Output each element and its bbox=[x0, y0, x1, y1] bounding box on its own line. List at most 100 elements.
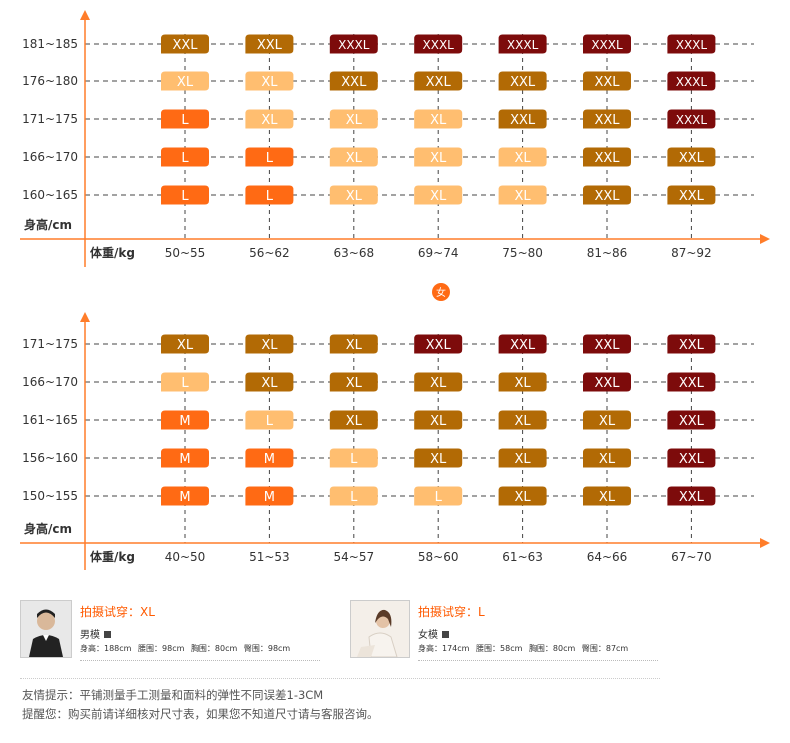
size-cell-box bbox=[414, 34, 463, 54]
size-cell-label: XL bbox=[515, 414, 532, 429]
size-cell: XL bbox=[583, 486, 631, 506]
size-cell-box bbox=[329, 147, 378, 167]
female-badge-label: 女 bbox=[436, 286, 446, 299]
size-cell-box bbox=[667, 34, 716, 54]
size-cell: XXL bbox=[667, 185, 716, 205]
size-cell-label: XL bbox=[515, 490, 532, 505]
male-model: 拍摄试穿：XL 男模 身高：188cm 腰围：98cm 胸围：80cm 臀围：9… bbox=[20, 600, 320, 670]
size-cell: XXL bbox=[498, 334, 547, 354]
size-cell-label: XXL bbox=[679, 151, 705, 166]
size-cell: XXL bbox=[498, 71, 547, 91]
size-cell-box bbox=[414, 410, 463, 430]
size-cell-label: L bbox=[181, 151, 189, 166]
size-cell-label: L bbox=[266, 414, 274, 429]
size-cell: XXXL bbox=[667, 34, 716, 54]
size-cell-box bbox=[161, 71, 209, 91]
size-cell-box bbox=[667, 147, 716, 167]
height-tick-label: 156~160 bbox=[22, 451, 78, 465]
size-cell: XL bbox=[498, 486, 547, 506]
size-cell-label: XL bbox=[261, 113, 278, 128]
size-cell: L bbox=[245, 185, 294, 205]
size-cell-box bbox=[498, 448, 547, 468]
size-cell-box bbox=[161, 185, 209, 205]
size-cell-label: XXXL bbox=[338, 38, 370, 52]
size-cell: XL bbox=[245, 109, 294, 129]
size-cell-label: XL bbox=[430, 414, 447, 429]
female-model-role-label: 女模 bbox=[418, 630, 438, 641]
size-cell-box bbox=[161, 448, 209, 468]
height-tick-label: 161~165 bbox=[22, 413, 78, 427]
size-cell-label: XL bbox=[346, 338, 363, 353]
size-cell-box bbox=[245, 34, 294, 54]
size-cell-label: XXXL bbox=[676, 38, 708, 52]
height-tick-label: 166~170 bbox=[22, 375, 78, 389]
female-waist: 腰围：58cm bbox=[476, 644, 523, 653]
height-tick-label: 181~185 bbox=[22, 37, 78, 51]
size-cell-label: XXL bbox=[510, 338, 536, 353]
weight-tick-label: 87~92 bbox=[671, 246, 712, 260]
size-cell-box bbox=[329, 448, 378, 468]
size-cell-label: M bbox=[179, 452, 190, 467]
size-cell-label: XL bbox=[430, 151, 447, 166]
size-cell: XL bbox=[245, 334, 294, 354]
size-cell-box bbox=[161, 334, 209, 354]
size-cell: XL bbox=[245, 372, 294, 392]
size-cell-label: L bbox=[266, 151, 274, 166]
size-cell-box bbox=[329, 34, 378, 54]
size-cell: XXL bbox=[583, 147, 631, 167]
note-tip: 友情提示：平铺测量手工测量和面料的弹性不同误差1-3CM bbox=[22, 688, 324, 702]
size-cell-box bbox=[583, 448, 631, 468]
size-cell-box bbox=[414, 448, 463, 468]
size-cell-box bbox=[667, 448, 716, 468]
size-cell: M bbox=[161, 486, 209, 506]
size-cell: L bbox=[161, 109, 209, 129]
female-badge: 女 bbox=[432, 283, 450, 301]
male-hip: 臀围：98cm bbox=[243, 644, 291, 653]
size-cell-box bbox=[498, 109, 547, 129]
size-cell: XL bbox=[498, 147, 547, 167]
size-cell: XL bbox=[414, 109, 463, 129]
size-cell-label: XL bbox=[599, 490, 616, 505]
size-cell-label: XL bbox=[430, 113, 447, 128]
size-cell: XL bbox=[329, 109, 378, 129]
size-cell-label: XL bbox=[515, 452, 532, 467]
size-cell-label: XXL bbox=[510, 113, 536, 128]
size-cell-label: XXL bbox=[341, 75, 367, 90]
size-cell-label: XL bbox=[599, 452, 616, 467]
size-cell-label: L bbox=[181, 189, 189, 204]
size-cell-label: XL bbox=[346, 113, 363, 128]
size-cell-box bbox=[161, 109, 209, 129]
size-cell-box bbox=[245, 410, 294, 430]
size-cell-label: XL bbox=[346, 151, 363, 166]
size-cell-label: XL bbox=[346, 414, 363, 429]
size-cell-box bbox=[498, 410, 547, 430]
size-cell: XXL bbox=[329, 71, 378, 91]
x-axis-title: 体重/kg bbox=[90, 245, 135, 260]
size-cell-label: XXL bbox=[510, 75, 536, 90]
size-cell-label: XXL bbox=[679, 414, 705, 429]
size-cell-label: XXL bbox=[679, 490, 705, 505]
size-cell: XL bbox=[329, 185, 378, 205]
size-cell-label: XL bbox=[261, 75, 278, 90]
size-cell: XXL bbox=[245, 34, 294, 54]
size-cell: L bbox=[245, 147, 294, 167]
size-cell-label: XXL bbox=[679, 189, 705, 204]
size-cell-box bbox=[667, 334, 716, 354]
size-cell-box bbox=[667, 71, 716, 91]
size-cell: XXL bbox=[667, 486, 716, 506]
y-axis-title: 身高/cm bbox=[24, 521, 72, 536]
y-axis-arrow bbox=[80, 312, 90, 322]
size-cell-box bbox=[498, 334, 547, 354]
female-model-title: 拍摄试穿：L bbox=[418, 605, 485, 619]
size-cell-label: XL bbox=[430, 452, 447, 467]
size-cell-box bbox=[329, 410, 378, 430]
size-cell: XL bbox=[414, 185, 463, 205]
male-model-role: 男模 bbox=[80, 626, 111, 641]
size-cell: XXL bbox=[667, 372, 716, 392]
size-cell: XXL bbox=[667, 147, 716, 167]
female-model-divider bbox=[418, 660, 658, 661]
weight-tick-label: 56~62 bbox=[249, 246, 290, 260]
size-cell-box bbox=[498, 372, 547, 392]
size-cell-box bbox=[498, 147, 547, 167]
size-cell-box bbox=[583, 185, 631, 205]
